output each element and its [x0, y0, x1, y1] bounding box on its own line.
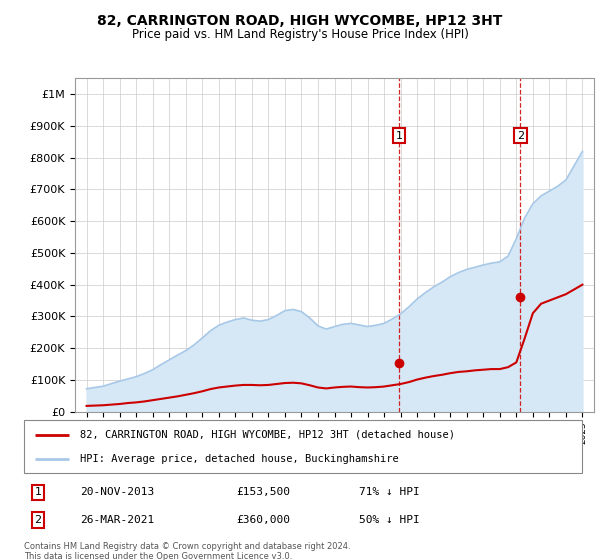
Text: Contains HM Land Registry data © Crown copyright and database right 2024.
This d: Contains HM Land Registry data © Crown c…	[24, 542, 350, 560]
Text: HPI: Average price, detached house, Buckinghamshire: HPI: Average price, detached house, Buck…	[80, 454, 398, 464]
Text: 26-MAR-2021: 26-MAR-2021	[80, 515, 154, 525]
Text: Price paid vs. HM Land Registry's House Price Index (HPI): Price paid vs. HM Land Registry's House …	[131, 28, 469, 41]
Text: 50% ↓ HPI: 50% ↓ HPI	[359, 515, 419, 525]
Text: 2: 2	[517, 130, 524, 141]
Text: 82, CARRINGTON ROAD, HIGH WYCOMBE, HP12 3HT (detached house): 82, CARRINGTON ROAD, HIGH WYCOMBE, HP12 …	[80, 430, 455, 440]
Text: 20-NOV-2013: 20-NOV-2013	[80, 487, 154, 497]
Text: 1: 1	[34, 487, 41, 497]
Text: £153,500: £153,500	[236, 487, 290, 497]
Text: 1: 1	[395, 130, 403, 141]
Text: 82, CARRINGTON ROAD, HIGH WYCOMBE, HP12 3HT: 82, CARRINGTON ROAD, HIGH WYCOMBE, HP12 …	[97, 14, 503, 28]
Text: £360,000: £360,000	[236, 515, 290, 525]
FancyBboxPatch shape	[24, 420, 582, 473]
Text: 2: 2	[34, 515, 41, 525]
Text: 71% ↓ HPI: 71% ↓ HPI	[359, 487, 419, 497]
